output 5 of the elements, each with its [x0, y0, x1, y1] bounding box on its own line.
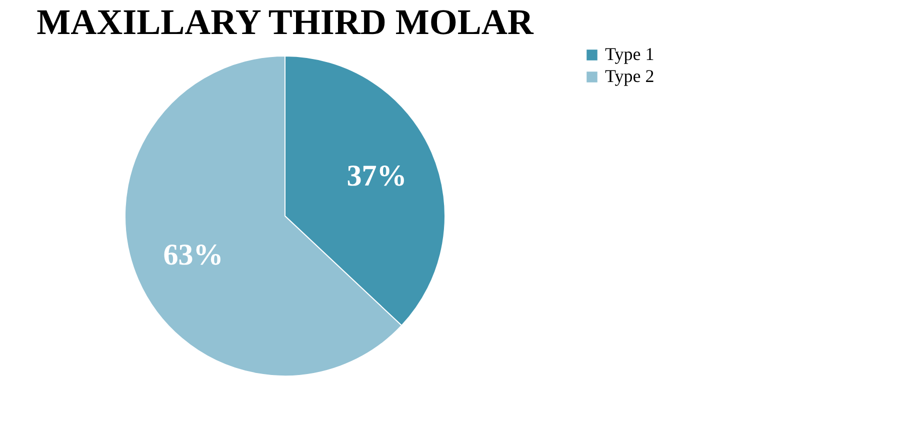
- legend-label: Type 2: [605, 66, 654, 86]
- data-label: 63%: [163, 238, 224, 272]
- data-label: 37%: [346, 159, 407, 192]
- legend-label: Type 1: [605, 44, 654, 64]
- chart-title: MAXILLARY THIRD MOLAR: [36, 2, 534, 42]
